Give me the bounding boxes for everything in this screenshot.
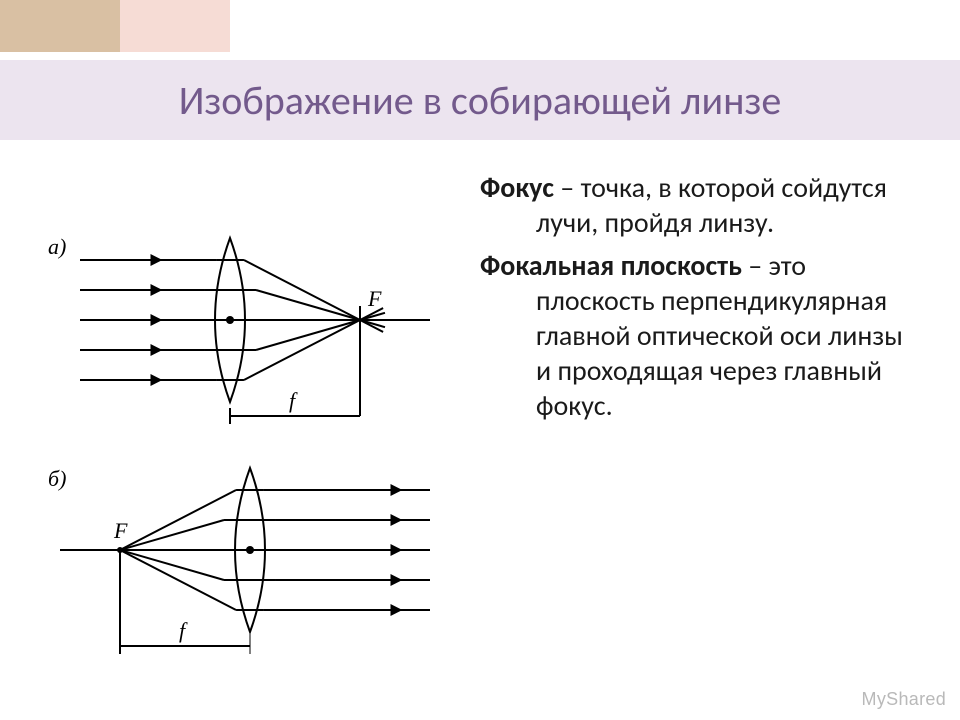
svg-text:f: f	[179, 618, 188, 643]
decor-block-2	[120, 0, 230, 52]
term-focal-plane: Фокальная плоскость	[480, 248, 742, 283]
watermark-part1: My	[862, 689, 887, 709]
svg-text:F: F	[113, 518, 128, 543]
svg-text:F: F	[367, 286, 382, 311]
lens-diagram: а) Ff б) Ff	[30, 210, 450, 670]
text-pane: Фокус – точка, в которой сойдутся лучи, …	[480, 160, 960, 720]
paragraph-focus: Фокус – точка, в которой сойдутся лучи, …	[480, 170, 920, 240]
decor-block-1	[0, 0, 120, 52]
svg-text:а): а)	[48, 234, 66, 259]
diagram-pane: а) Ff б) Ff	[0, 160, 480, 720]
paragraph-focal-plane: Фокальная плоскость – это плоскость перп…	[480, 248, 920, 423]
svg-text:б): б)	[48, 466, 66, 491]
watermark: MyShared	[862, 689, 946, 710]
page-title-text: Изображение в собирающей линзе	[179, 76, 782, 125]
content-area: а) Ff б) Ff Фокус – точка, в которой сойдут…	[0, 160, 960, 720]
term-focus: Фокус	[480, 170, 554, 205]
svg-text:f: f	[289, 388, 298, 413]
page-title: Изображение в собирающей линзе	[0, 60, 960, 140]
watermark-part2: Shared	[886, 689, 946, 709]
def-focus: – точка, в которой сойдутся лучи, пройдя…	[536, 170, 887, 240]
